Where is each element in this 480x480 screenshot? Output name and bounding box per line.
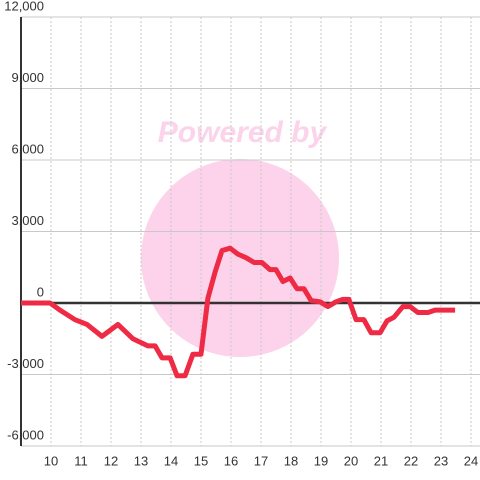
x-tick-label: 16: [224, 453, 238, 468]
x-tick-label: 11: [74, 453, 88, 468]
y-tick-label: 12,000: [4, 0, 44, 13]
x-tick-label: 15: [194, 453, 208, 468]
y-tick-label: -6,000: [7, 427, 44, 442]
x-tick-label: 20: [344, 453, 358, 468]
y-tick-label: 6,000: [11, 141, 44, 156]
x-tick-label: 22: [404, 453, 418, 468]
x-tick-label: 19: [314, 453, 328, 468]
x-tick-label: 23: [434, 453, 448, 468]
x-tick-label: 24: [464, 453, 478, 468]
x-tick-label: 10: [44, 453, 58, 468]
x-tick-label: 13: [134, 453, 148, 468]
x-tick-label: 14: [164, 453, 178, 468]
line: [21, 245, 456, 379]
watermark: Powered by: [158, 116, 328, 149]
x-tick-label: 18: [284, 453, 298, 468]
x-tick-label: 12: [104, 453, 118, 468]
x-tick-label: 21: [374, 453, 388, 468]
watermark-logo: [141, 159, 339, 357]
y-tick-label: -3,000: [7, 356, 44, 371]
y-tick-label: 3,000: [11, 213, 44, 228]
y-tick-label: 9,000: [11, 70, 44, 85]
x-tick-label: 17: [254, 453, 268, 468]
y-tick-label: 0: [37, 284, 44, 299]
